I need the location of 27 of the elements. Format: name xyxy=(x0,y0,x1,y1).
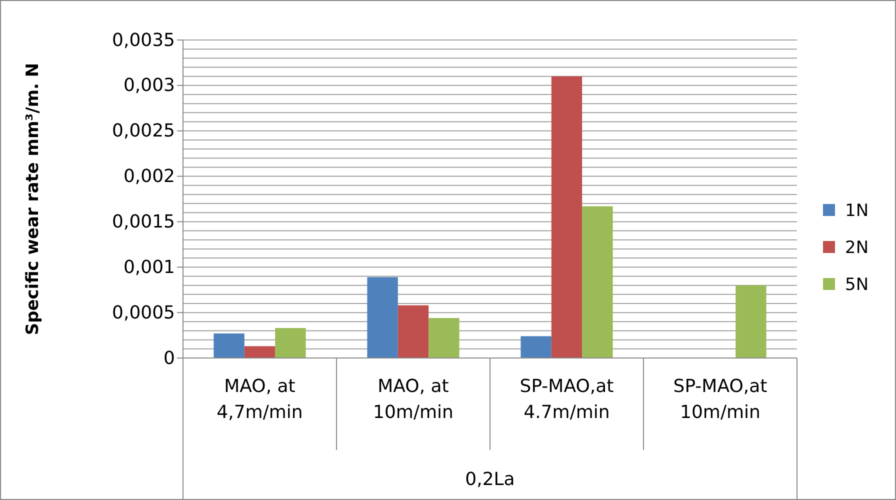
y-tick-label: 0,0035 xyxy=(112,30,175,51)
y-tick-label: 0,0015 xyxy=(112,211,175,232)
y-tick-label: 0,0005 xyxy=(112,302,175,324)
y-tick-label: 0,003 xyxy=(123,75,175,96)
y-axis-title: Specific wear rate mm³/m. N xyxy=(23,62,43,336)
y-tick-label: 0,001 xyxy=(123,256,175,278)
legend-label: 5N xyxy=(845,275,869,295)
x-tick-label: SP-MAO,at 10m/min xyxy=(673,376,768,423)
legend-label: 1N xyxy=(845,201,869,221)
x-axis-title: 0,2La xyxy=(465,469,515,490)
bar xyxy=(736,285,766,358)
bar xyxy=(244,346,276,358)
x-tick-label: MAO, at 10m/min xyxy=(373,376,454,423)
y-tick-label: 0,002 xyxy=(123,166,175,188)
bar xyxy=(367,277,398,358)
y-tick-label: 0 xyxy=(164,348,175,369)
legend-label: 2N xyxy=(845,238,869,258)
bar xyxy=(398,305,429,358)
bar xyxy=(428,318,460,358)
x-tick-label: MAO, at 4,7m/min xyxy=(216,376,303,423)
bar xyxy=(551,76,582,358)
bar xyxy=(520,336,552,358)
bar xyxy=(214,333,244,358)
bar xyxy=(275,328,306,358)
y-tick-label: 0,0025 xyxy=(112,120,175,142)
x-tick-label: SP-MAO,at 4.7m/min xyxy=(520,376,614,423)
bar xyxy=(582,206,613,358)
